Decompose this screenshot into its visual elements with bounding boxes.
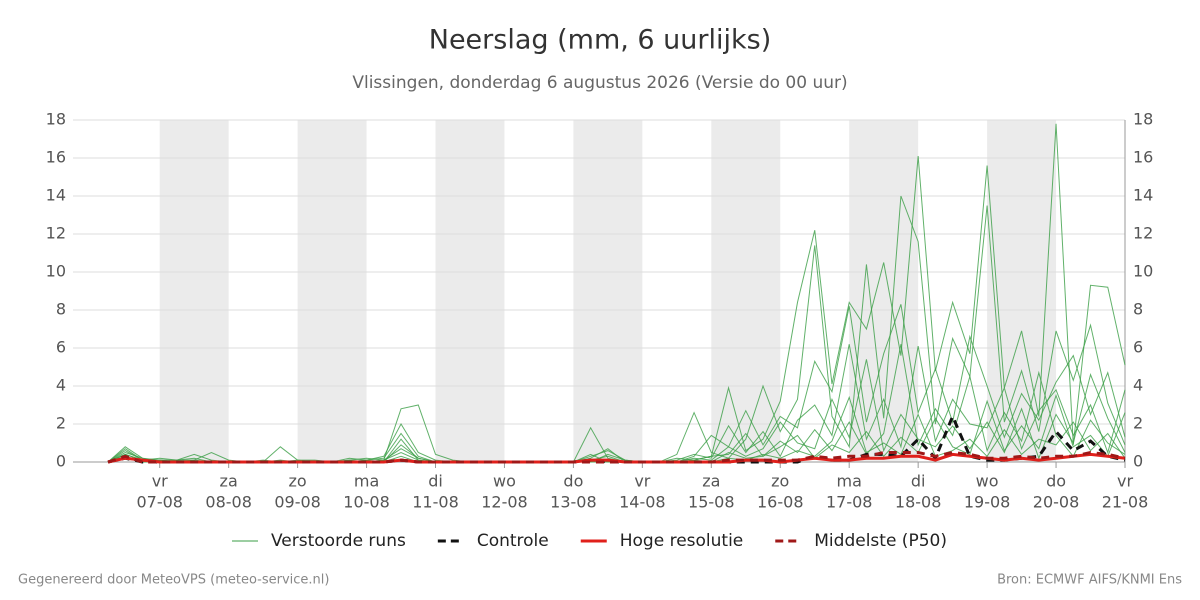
x-tick-label: 14-08 <box>619 493 666 512</box>
x-tick-weekday: ma <box>354 472 379 491</box>
x-tick-weekday: vr <box>1117 472 1133 491</box>
x-tick-weekday: ma <box>837 472 862 491</box>
y2-tick-label: 8 <box>1133 300 1143 319</box>
day-band <box>297 120 367 462</box>
y2-tick-label: 6 <box>1133 338 1143 357</box>
y-tick-label: 2 <box>56 414 66 433</box>
x-tick-weekday: zo <box>771 472 789 491</box>
x-tick-label: 09-08 <box>274 493 321 512</box>
x-tick-label: 18-08 <box>895 493 942 512</box>
x-tick-label: 07-08 <box>136 493 183 512</box>
legend-label: Middelste (P50) <box>814 531 947 551</box>
legend-label: Hoge resolutie <box>620 531 744 551</box>
y2-tick-label: 10 <box>1133 262 1153 281</box>
y-tick-label: 0 <box>56 452 66 471</box>
x-tick-weekday: wo <box>976 472 999 491</box>
x-tick-label: 13-08 <box>550 493 597 512</box>
x-tick-label: 20-08 <box>1033 493 1080 512</box>
x-tick-label: 15-08 <box>688 493 735 512</box>
y-tick-label: 4 <box>56 376 66 395</box>
series-line <box>107 450 1126 464</box>
x-tick-weekday: vr <box>152 472 168 491</box>
footer-left: Gegenereerd door MeteoVPS (meteo-service… <box>18 573 329 588</box>
y2-tick-label: 14 <box>1133 186 1153 205</box>
y-tick-label: 10 <box>46 262 66 281</box>
chart-title: Neerslag (mm, 6 uurlijks) <box>429 25 771 56</box>
footer-right: Bron: ECMWF AIFS/KNMI Ens <box>997 573 1182 588</box>
y2-tick-label: 4 <box>1133 376 1143 395</box>
x-tick-label: 10-08 <box>343 493 390 512</box>
y2-tick-label: 18 <box>1133 110 1153 129</box>
day-band <box>435 120 505 462</box>
x-tick-weekday: do <box>563 472 583 491</box>
day-band <box>849 120 919 462</box>
x-tick-weekday: di <box>428 472 443 491</box>
day-band <box>987 120 1057 462</box>
y2-tick-label: 2 <box>1133 414 1143 433</box>
y-tick-label: 14 <box>46 186 66 205</box>
y-tick-label: 12 <box>46 224 66 243</box>
x-tick-label: 17-08 <box>826 493 873 512</box>
x-tick-weekday: za <box>220 472 238 491</box>
y2-tick-label: 12 <box>1133 224 1153 243</box>
x-tick-weekday: zo <box>289 472 307 491</box>
legend-label: Controle <box>477 531 549 551</box>
legend-label: Verstoorde runs <box>271 531 406 551</box>
y-tick-label: 18 <box>46 110 66 129</box>
x-tick-label: 21-08 <box>1102 493 1149 512</box>
x-tick-weekday: do <box>1046 472 1066 491</box>
ensemble-line <box>107 344 1126 463</box>
y-tick-label: 8 <box>56 300 66 319</box>
day-band <box>159 120 229 462</box>
day-bands <box>73 119 1126 468</box>
y2-tick-label: 16 <box>1133 148 1153 167</box>
plot <box>107 123 1126 464</box>
y2-tick-label: 0 <box>1133 452 1143 471</box>
chart-subtitle: Vlissingen, donderdag 6 augustus 2026 (V… <box>352 73 847 93</box>
x-tick-label: 16-08 <box>757 493 804 512</box>
y-tick-label: 16 <box>46 148 66 167</box>
day-band <box>711 120 781 462</box>
x-tick-label: 19-08 <box>964 493 1011 512</box>
x-tick-weekday: vr <box>634 472 650 491</box>
day-band <box>573 120 643 462</box>
x-tick-weekday: di <box>911 472 926 491</box>
x-tick-weekday: wo <box>493 472 516 491</box>
x-tick-weekday: za <box>702 472 720 491</box>
x-tick-label: 12-08 <box>481 493 528 512</box>
x-tick-label: 11-08 <box>412 493 459 512</box>
x-tick-label: 08-08 <box>205 493 252 512</box>
y-tick-label: 6 <box>56 338 66 357</box>
